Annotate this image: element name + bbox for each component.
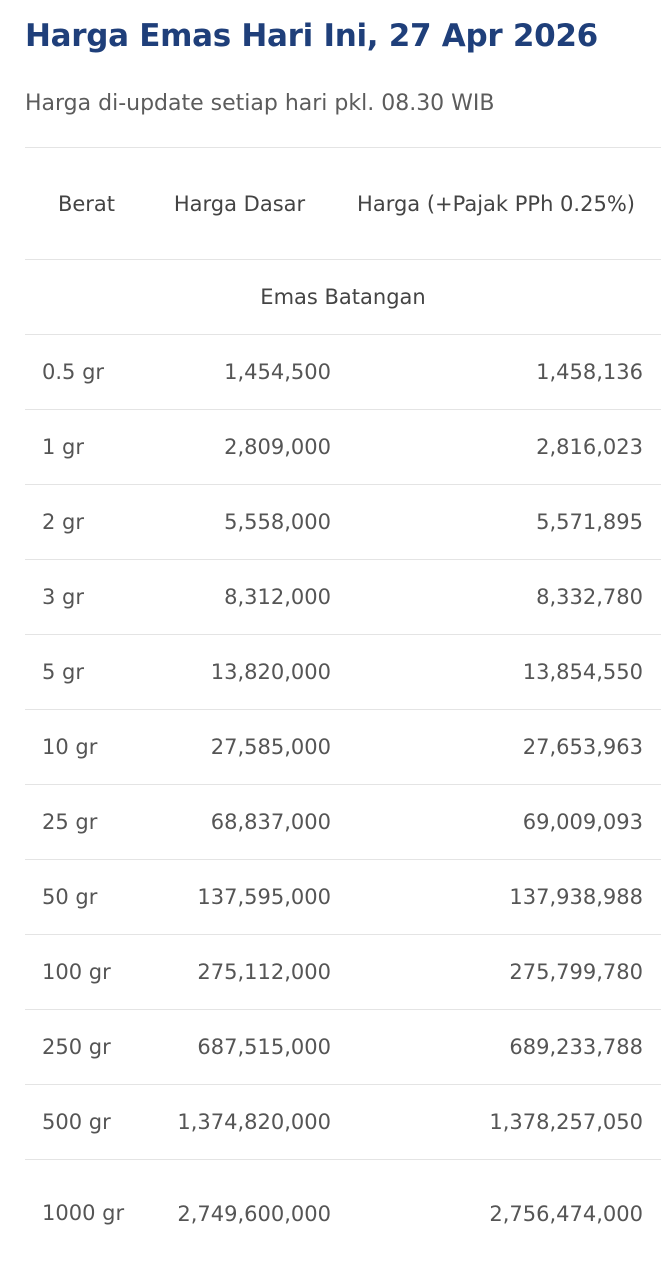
cell-harga-pajak: 137,938,988 [331, 860, 661, 935]
cell-berat: 5 gr [25, 635, 148, 710]
cell-berat: 1000 gr [25, 1160, 148, 1267]
cell-harga-dasar: 137,595,000 [148, 860, 331, 935]
table-row: 100 gr 275,112,000 275,799,780 [25, 935, 661, 1010]
cell-harga-pajak: 1,378,257,050 [331, 1085, 661, 1160]
page-title: Harga Emas Hari Ini, 27 Apr 2026 [25, 18, 598, 54]
table-row: 10 gr 27,585,000 27,653,963 [25, 710, 661, 785]
cell-berat: 10 gr [25, 710, 148, 785]
cell-harga-pajak: 2,816,023 [331, 410, 661, 485]
cell-harga-dasar: 2,809,000 [148, 410, 331, 485]
table-row: 5 gr 13,820,000 13,854,550 [25, 635, 661, 710]
column-header-harga-pajak: Harga (+Pajak PPh 0.25%) [331, 148, 661, 260]
update-note: Harga di-update setiap hari pkl. 08.30 W… [25, 91, 495, 116]
gold-price-table: Berat Harga Dasar Harga (+Pajak PPh 0.25… [25, 147, 661, 1267]
cell-harga-dasar: 8,312,000 [148, 560, 331, 635]
cell-berat: 50 gr [25, 860, 148, 935]
cell-harga-pajak: 5,571,895 [331, 485, 661, 560]
cell-harga-pajak: 8,332,780 [331, 560, 661, 635]
cell-harga-pajak: 27,653,963 [331, 710, 661, 785]
cell-harga-pajak: 275,799,780 [331, 935, 661, 1010]
cell-harga-dasar: 68,837,000 [148, 785, 331, 860]
table-header-row: Berat Harga Dasar Harga (+Pajak PPh 0.25… [25, 148, 661, 260]
cell-harga-dasar: 1,454,500 [148, 335, 331, 410]
cell-berat: 1 gr [25, 410, 148, 485]
cell-harga-pajak: 69,009,093 [331, 785, 661, 860]
cell-harga-dasar: 13,820,000 [148, 635, 331, 710]
section-label-emas-batangan: Emas Batangan [25, 260, 661, 335]
cell-harga-pajak: 2,756,474,000 [331, 1160, 661, 1267]
table-row: 1000 gr 2,749,600,000 2,756,474,000 [25, 1160, 661, 1267]
table-row: 25 gr 68,837,000 69,009,093 [25, 785, 661, 860]
table-row: 250 gr 687,515,000 689,233,788 [25, 1010, 661, 1085]
column-header-harga-dasar: Harga Dasar [148, 148, 331, 260]
column-header-berat: Berat [25, 148, 148, 260]
cell-berat: 100 gr [25, 935, 148, 1010]
cell-berat: 500 gr [25, 1085, 148, 1160]
cell-harga-pajak: 13,854,550 [331, 635, 661, 710]
table-row: 50 gr 137,595,000 137,938,988 [25, 860, 661, 935]
cell-berat: 25 gr [25, 785, 148, 860]
cell-harga-dasar: 5,558,000 [148, 485, 331, 560]
cell-berat: 2 gr [25, 485, 148, 560]
section-row: Emas Batangan [25, 260, 661, 335]
cell-berat: 0.5 gr [25, 335, 148, 410]
cell-berat: 3 gr [25, 560, 148, 635]
cell-harga-dasar: 1,374,820,000 [148, 1085, 331, 1160]
cell-harga-pajak: 1,458,136 [331, 335, 661, 410]
cell-harga-dasar: 27,585,000 [148, 710, 331, 785]
cell-harga-dasar: 2,749,600,000 [148, 1160, 331, 1267]
cell-harga-dasar: 687,515,000 [148, 1010, 331, 1085]
cell-harga-pajak: 689,233,788 [331, 1010, 661, 1085]
table-row: 3 gr 8,312,000 8,332,780 [25, 560, 661, 635]
table-row: 0.5 gr 1,454,500 1,458,136 [25, 335, 661, 410]
table-row: 1 gr 2,809,000 2,816,023 [25, 410, 661, 485]
cell-harga-dasar: 275,112,000 [148, 935, 331, 1010]
table-row: 2 gr 5,558,000 5,571,895 [25, 485, 661, 560]
cell-berat: 250 gr [25, 1010, 148, 1085]
table-row: 500 gr 1,374,820,000 1,378,257,050 [25, 1085, 661, 1160]
